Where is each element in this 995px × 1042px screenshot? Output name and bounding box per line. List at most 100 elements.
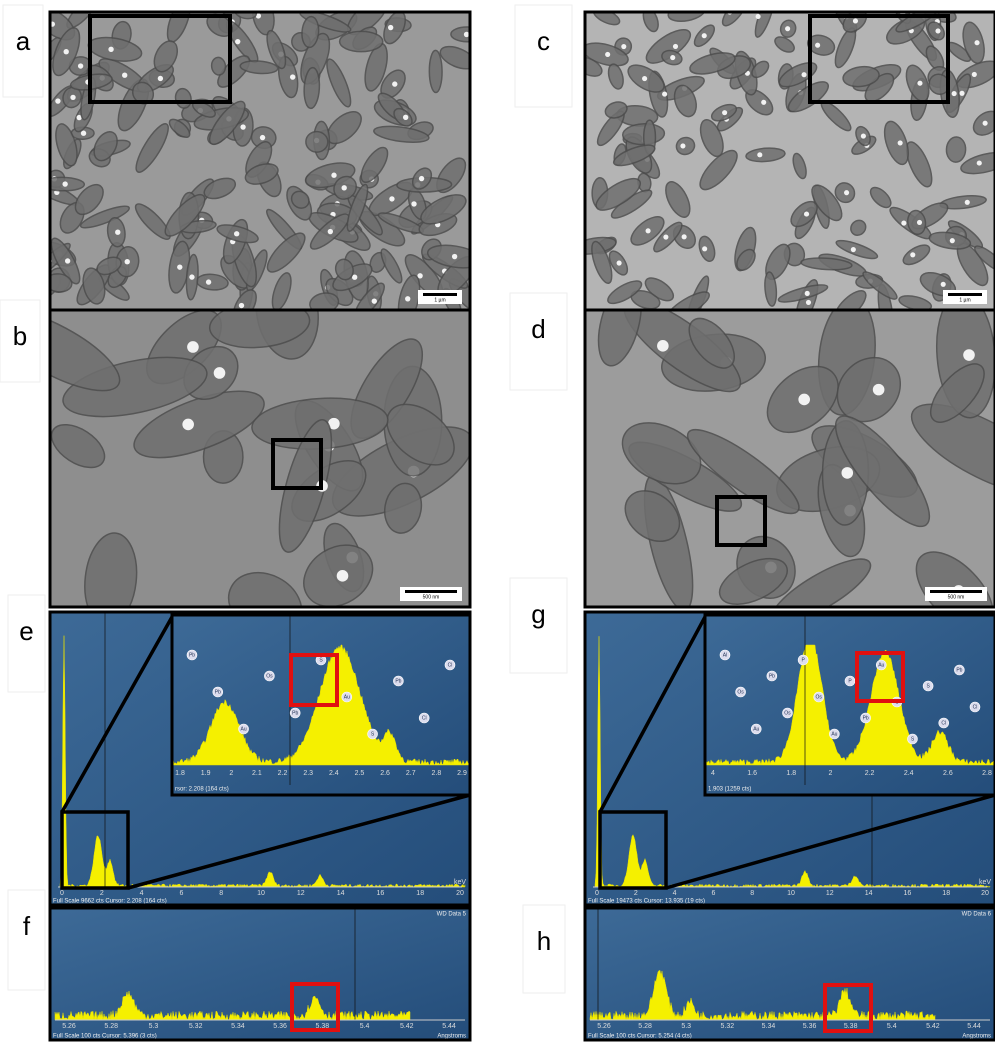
panel-label: b	[13, 321, 27, 351]
granule	[389, 196, 394, 201]
granule	[337, 570, 349, 582]
cell	[429, 50, 442, 92]
x-tick-label: 5.42	[400, 1023, 414, 1030]
peak-label: Pb	[292, 710, 298, 716]
inset-status: rsor: 2.208 (164 cts)	[175, 787, 229, 793]
granule	[917, 220, 922, 225]
granule	[815, 43, 820, 48]
granule	[657, 340, 669, 352]
inset-tick-label: 2.1	[252, 770, 262, 777]
inset-tick-label: 2.2	[865, 770, 875, 777]
granule	[682, 234, 687, 239]
granule	[761, 100, 766, 105]
peak-label: Al	[723, 652, 727, 658]
x-tick-label: 6	[179, 890, 183, 897]
peak-label: Pb	[956, 667, 962, 673]
x-tick-label: 5.42	[926, 1023, 940, 1030]
peak-label: Cl	[973, 704, 978, 710]
panel-clip	[572, 0, 995, 337]
x-tick-label: 5.4	[360, 1023, 370, 1030]
cell	[340, 31, 383, 51]
granule	[917, 81, 922, 86]
inset-tick-label: 2.6	[380, 770, 390, 777]
x-tick-label: 4	[140, 890, 144, 897]
x-tick-label: 5.44	[967, 1023, 981, 1030]
x-tick-label: 14	[337, 890, 345, 897]
x-tick-label: 5.26	[597, 1023, 611, 1030]
x-tick-label: 12	[297, 890, 305, 897]
cell	[305, 131, 328, 153]
granule	[235, 39, 240, 44]
panel-clip: 5.265.285.35.325.345.365.385.45.425.44An…	[585, 908, 995, 1040]
peak-label: Au	[344, 694, 350, 700]
x-tick-label: 5.36	[803, 1023, 817, 1030]
granule	[642, 76, 647, 81]
granule	[646, 228, 651, 233]
granule	[125, 259, 130, 264]
x-tick-label: 5.38	[844, 1023, 858, 1030]
inset-tick-label: 2.9	[457, 770, 467, 777]
x-tick-label: 0	[60, 890, 64, 897]
granule	[55, 98, 60, 103]
granule	[411, 201, 416, 206]
granule	[464, 32, 469, 37]
granule	[670, 55, 675, 60]
panel-label: e	[19, 616, 33, 646]
peak-label: Au	[241, 726, 247, 732]
peak-label: Pb	[189, 652, 195, 658]
panel-label: f	[23, 911, 31, 941]
inset-tick-label: 2.7	[406, 770, 416, 777]
scale-bar-label: 500 nm	[423, 594, 440, 600]
granule	[841, 467, 853, 479]
granule	[935, 28, 940, 33]
granule	[680, 143, 685, 148]
granule	[722, 110, 727, 115]
granule	[405, 296, 410, 301]
granule	[851, 247, 856, 252]
granule	[78, 63, 83, 68]
granule	[64, 49, 69, 54]
x-tick-label: 10	[787, 890, 795, 897]
peak-label: Cl	[941, 720, 946, 726]
granule	[861, 134, 866, 139]
inset-tick-label: 2.3	[303, 770, 313, 777]
peak-label: Cl	[422, 715, 427, 721]
panel-clip: 02468101214161820keVFull Scale 9662 cts …	[50, 612, 470, 905]
inset-tick-label: 1.6	[747, 770, 757, 777]
x-tick-label: 5.4	[887, 1023, 897, 1030]
granule	[844, 190, 849, 195]
x-tick-label: 5.36	[273, 1023, 287, 1030]
x-tick-label: 5.34	[231, 1023, 245, 1030]
data-tag: WD Data 5	[437, 912, 467, 918]
peak-label: Os	[737, 689, 744, 695]
x-tick-label: 12	[826, 890, 834, 897]
granule	[331, 173, 336, 178]
peak-label: Os	[816, 694, 823, 700]
granule	[81, 131, 86, 136]
inset-tick-label: 1.8	[175, 770, 185, 777]
granule	[901, 221, 906, 226]
inset-tick-label: 2.2	[278, 770, 288, 777]
granule	[260, 135, 265, 140]
inset-tick-label: 2.5	[355, 770, 365, 777]
granule	[663, 234, 668, 239]
panel-clip	[27, 0, 490, 325]
granule	[963, 349, 975, 361]
inset-tick-label: 1.8	[786, 770, 796, 777]
inset-tick-label: 2	[828, 770, 832, 777]
figure: 1 µma500 nmb1 µmc500 nmd0246810121416182…	[0, 0, 995, 1042]
inset-tick-label: 2.8	[982, 770, 992, 777]
scale-bar	[930, 590, 982, 593]
granule	[214, 367, 226, 379]
x-tick-label: 5.44	[442, 1023, 456, 1030]
granule	[158, 76, 163, 81]
granule	[70, 95, 75, 100]
granule	[65, 258, 70, 263]
granule	[328, 229, 333, 234]
granule	[206, 279, 211, 284]
granule	[187, 341, 199, 353]
granule	[617, 260, 622, 265]
x-tick-label: 20	[981, 890, 989, 897]
x-tick-label: 2	[634, 890, 638, 897]
granule	[673, 44, 678, 49]
